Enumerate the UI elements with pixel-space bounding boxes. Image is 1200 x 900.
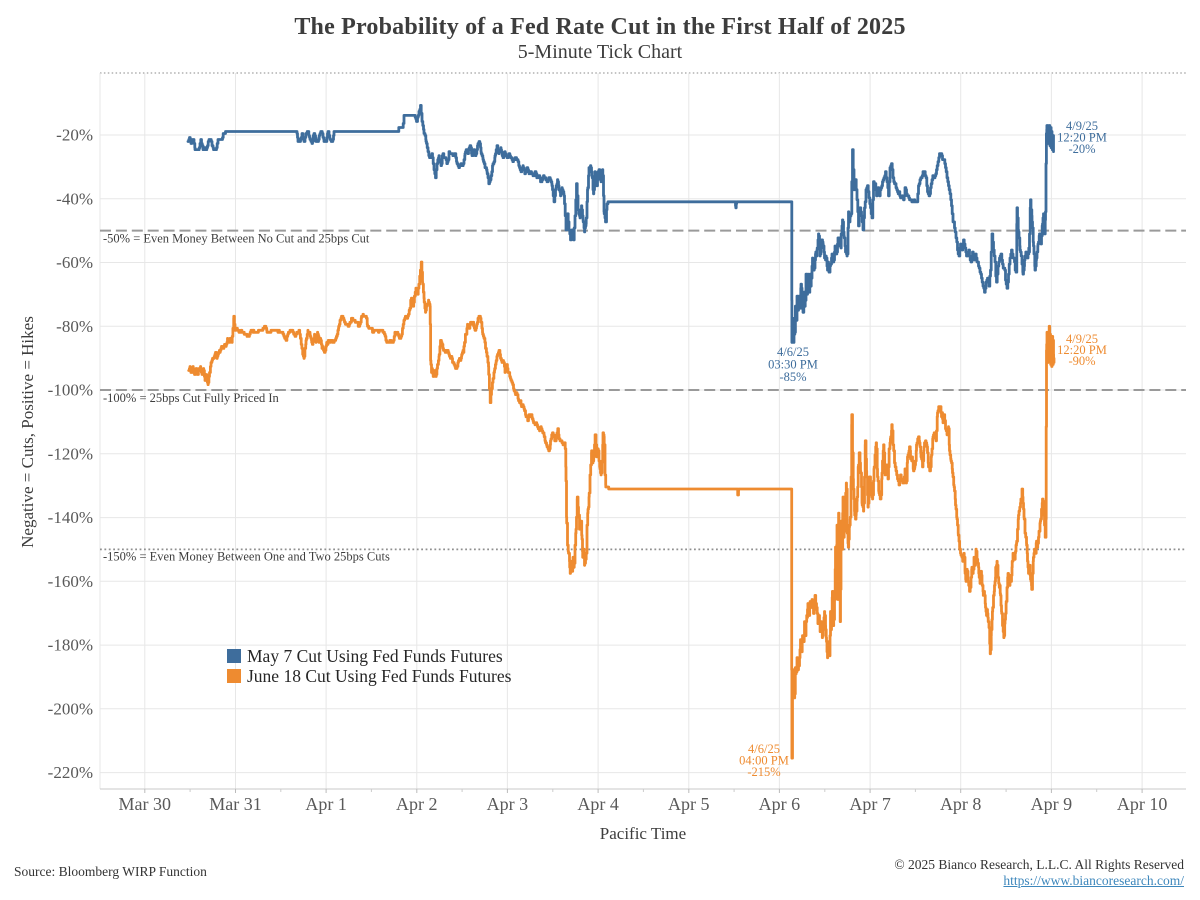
svg-text:-20%: -20% [1068,142,1095,156]
svg-text:Apr 1: Apr 1 [305,794,347,814]
svg-text:-85%: -85% [779,370,806,384]
svg-text:-140%: -140% [48,508,93,527]
svg-text:-40%: -40% [56,189,93,208]
svg-text:Apr 2: Apr 2 [396,794,438,814]
svg-text:Apr 4: Apr 4 [577,794,619,814]
svg-text:12:20 PM: 12:20 PM [1057,131,1107,145]
svg-text:Mar 30: Mar 30 [119,794,172,814]
svg-text:Apr 10: Apr 10 [1117,794,1168,814]
svg-text:May 7 Cut Using Fed Funds Futu: May 7 Cut Using Fed Funds Futures [247,646,503,666]
svg-text:4/9/25: 4/9/25 [1066,332,1098,346]
svg-text:-215%: -215% [747,765,780,779]
svg-text:-220%: -220% [48,763,93,782]
svg-text:-90%: -90% [1068,354,1095,368]
svg-text:-100%: -100% [48,381,93,400]
svg-text:-80%: -80% [56,317,93,336]
svg-text:-180%: -180% [48,636,93,655]
svg-text:Mar 31: Mar 31 [209,794,262,814]
svg-text:4/6/25: 4/6/25 [748,742,780,756]
svg-text:Apr 3: Apr 3 [487,794,529,814]
svg-text:-60%: -60% [56,253,93,272]
svg-text:Apr 5: Apr 5 [668,794,710,814]
svg-text:Apr 9: Apr 9 [1031,794,1073,814]
svg-text:Apr 8: Apr 8 [940,794,982,814]
svg-text:04:00 PM: 04:00 PM [739,754,789,768]
svg-text:-120%: -120% [48,444,93,463]
svg-text:-160%: -160% [48,572,93,591]
svg-text:12:20 PM: 12:20 PM [1057,343,1107,357]
svg-text:4/9/25: 4/9/25 [1066,119,1098,133]
svg-text:-150% = Even Money Between One: -150% = Even Money Between One and Two 2… [103,549,390,563]
svg-text:June 18 Cut Using Fed Funds Fu: June 18 Cut Using Fed Funds Futures [247,666,512,686]
svg-text:-200%: -200% [48,699,93,718]
svg-text:-50% = Even Money Between No C: -50% = Even Money Between No Cut and 25b… [103,232,370,246]
svg-text:-100% = 25bps Cut Fully Priced: -100% = 25bps Cut Fully Priced In [103,391,280,405]
svg-text:03:30 PM: 03:30 PM [768,358,818,372]
svg-text:4/6/25: 4/6/25 [777,345,809,359]
svg-text:-20%: -20% [56,126,93,145]
svg-text:Apr 6: Apr 6 [759,794,801,814]
svg-text:Apr 7: Apr 7 [849,794,891,814]
